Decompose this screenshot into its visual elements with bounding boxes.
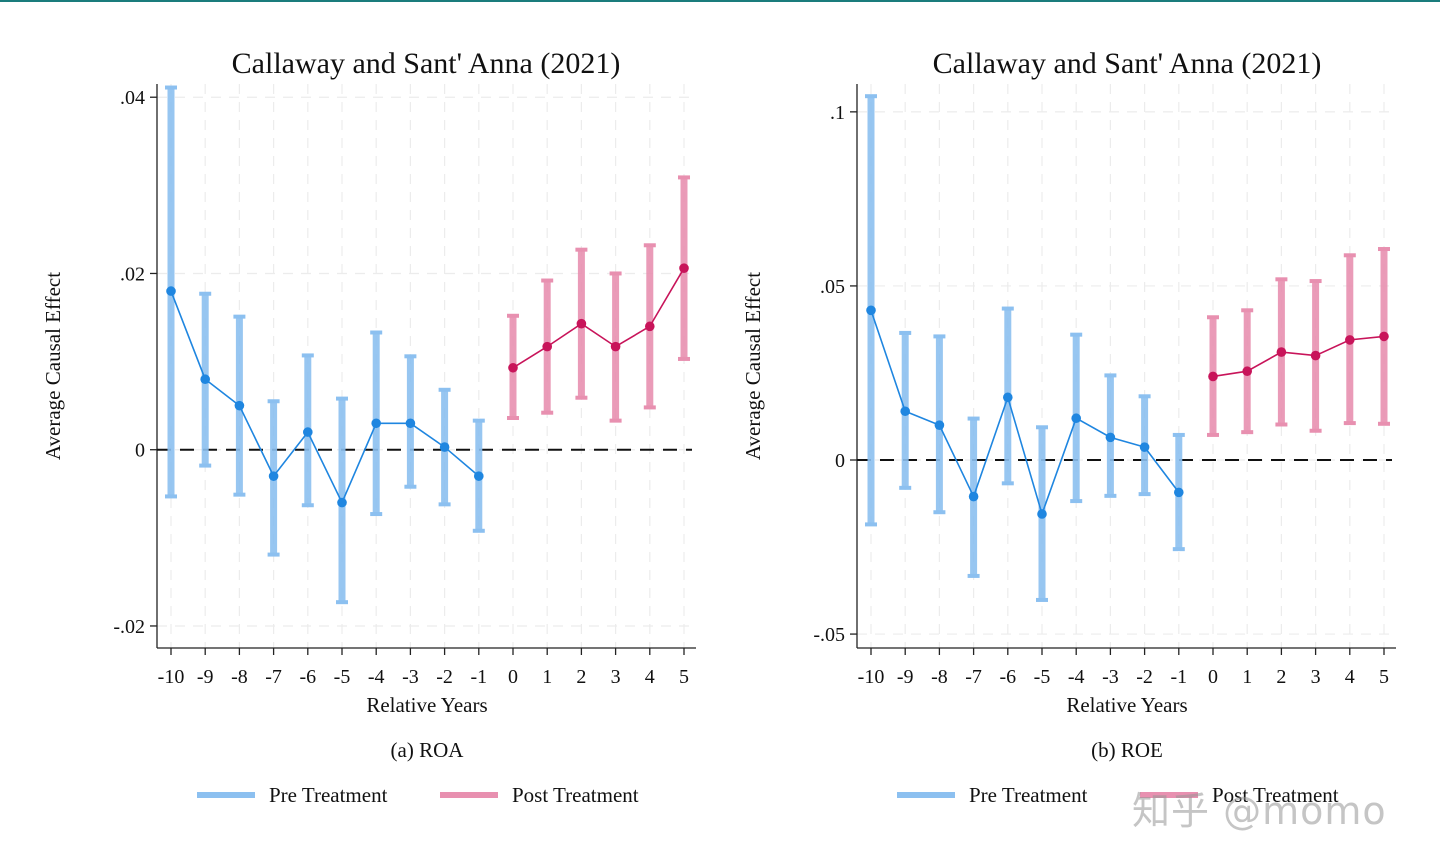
roa-panel-caption: (a) ROA: [391, 738, 465, 762]
roe-pre-estimate-point: [1071, 413, 1081, 424]
roa-post-estimate-point: [679, 263, 689, 273]
roa-pre-estimate-point: [474, 471, 484, 481]
roe-chart-title: Callaway and Sant' Anna (2021): [933, 47, 1322, 80]
roe-xtick-label: 3: [1311, 666, 1321, 688]
roe-xtick-label: 1: [1242, 666, 1252, 688]
roa-pre-estimate-point: [200, 374, 210, 385]
roe-ytick-label: 0: [835, 450, 845, 472]
roe-xtick-label: -3: [1102, 666, 1119, 688]
roa-xtick-label: -3: [402, 666, 419, 688]
roa-xtick-label: -10: [158, 666, 185, 688]
roe-post-estimate-point: [1208, 371, 1218, 382]
roe-pre-estimate-point: [934, 420, 945, 430]
roa-pre-estimate-point: [234, 400, 245, 411]
roa-xtick-label: 5: [679, 666, 689, 688]
roa-xtick-label: 2: [576, 666, 586, 688]
roe-xtick-label: -5: [1034, 666, 1051, 688]
roa-xtick-label: -6: [299, 666, 316, 688]
roa-ytick-label: .04: [120, 87, 145, 109]
top-border-line: [0, 0, 1440, 2]
roa-pre-estimate-point: [371, 418, 382, 429]
roa-xtick-label: 1: [542, 666, 552, 688]
roe-pre-estimate-point: [1105, 432, 1116, 443]
roe-pre-estimate-point: [900, 406, 910, 417]
roe-xtick-label: -1: [1170, 666, 1187, 688]
roa-pre-estimate-point: [303, 427, 313, 437]
roa-pre-estimate-line: [170, 290, 480, 505]
roe-xtick-label: -6: [999, 666, 1016, 688]
roa-xtick-label: -5: [334, 666, 351, 688]
roa-y-axis-label: Average Causal Effect: [41, 272, 65, 460]
roe-event-study-chart: -.050.05.1-10 -9 -8 -7 -6 -5 -4 -3 -2 -1 0 1 2 3 4 5Cal…: [741, 47, 1396, 807]
roa-post-estimate-point: [508, 362, 518, 373]
roe-post-estimate-point: [1379, 331, 1389, 342]
roe-pre-estimate-point: [1174, 487, 1184, 498]
roe-pre-estimate-line: [870, 310, 1180, 517]
roe-y-axis-label: Average Causal Effect: [741, 272, 765, 460]
roa-legend-post-label: Post Treatment: [512, 783, 639, 807]
roa-ytick-label: .02: [120, 263, 145, 285]
roe-pre-estimate-point: [1003, 392, 1013, 403]
roa-xtick-label: 0: [508, 666, 518, 688]
roe-ytick-label: .1: [830, 102, 845, 124]
roe-xtick-label: 0: [1208, 666, 1218, 688]
roa-xtick-label: -9: [197, 666, 214, 688]
roa-xtick-label: 3: [611, 666, 621, 688]
roe-post-estimate-point: [1276, 347, 1287, 357]
roa-xtick-label: -2: [436, 666, 453, 688]
roa-xtick-label: -1: [470, 666, 487, 688]
roe-xtick-label: 4: [1345, 666, 1355, 688]
roe-xtick-label: -8: [931, 666, 948, 688]
roe-xtick-label: -7: [965, 666, 982, 688]
roe-pre-estimate-point: [1139, 442, 1150, 452]
roa-xtick-label: 4: [645, 666, 655, 688]
roa-pre-estimate-point: [337, 497, 347, 508]
roa-post-estimate-point: [576, 318, 587, 329]
roe-legend-pre-label: Pre Treatment: [969, 783, 1088, 807]
roa-post-estimate-line: [512, 267, 685, 369]
roe-post-estimate-point: [1310, 350, 1321, 361]
roe-post-estimate-line: [1212, 335, 1385, 378]
roa-xtick-label: -4: [368, 666, 385, 688]
roa-pre-estimate-point: [405, 418, 416, 429]
zhihu-watermark: 知乎 @momo: [1132, 789, 1387, 833]
roe-post-estimate-point: [1345, 335, 1355, 345]
roa-post-estimate-point: [542, 341, 552, 352]
roe-post-estimate-point: [1242, 366, 1252, 377]
roa-post-estimate-point: [645, 321, 655, 332]
roa-xtick-label: -7: [265, 666, 282, 688]
roe-xtick-label: -10: [858, 666, 885, 688]
roe-pre-estimate-point: [968, 491, 979, 502]
roa-chart-title: Callaway and Sant' Anna (2021): [232, 47, 621, 80]
roe-ytick-label: -.05: [813, 624, 845, 646]
roe-ytick-label: .05: [820, 276, 845, 298]
roa-pre-estimate-point: [268, 471, 279, 481]
roe-xtick-label: -9: [897, 666, 914, 688]
roa-xtick-label: -8: [231, 666, 248, 688]
roe-pre-estimate-point: [1037, 509, 1047, 519]
roa-legend-pre-label: Pre Treatment: [269, 783, 388, 807]
roa-ytick-label: 0: [135, 440, 145, 462]
roa-post-estimate-point: [610, 341, 621, 352]
roa-ytick-label: -.02: [113, 616, 145, 638]
roe-x-axis-label: Relative Years: [1066, 693, 1187, 717]
roa-pre-estimate-point: [166, 286, 176, 296]
roe-legend-post-label: Post Treatment: [1212, 783, 1339, 807]
roa-event-study-chart: -.020.02.04-10 -9 -8 -7 -6 -5 -4 -3 -2 -1 0 1 2 3 4 5Ca…: [41, 47, 696, 807]
roe-pre-estimate-point: [866, 305, 876, 316]
roe-xtick-label: -4: [1068, 666, 1085, 688]
roe-panel-caption: (b) ROE: [1091, 738, 1163, 762]
roe-xtick-label: 2: [1276, 666, 1286, 688]
roa-pre-estimate-point: [439, 442, 450, 452]
roe-xtick-label: -2: [1136, 666, 1153, 688]
roa-x-axis-label: Relative Years: [366, 693, 487, 717]
roe-xtick-label: 5: [1379, 666, 1389, 688]
